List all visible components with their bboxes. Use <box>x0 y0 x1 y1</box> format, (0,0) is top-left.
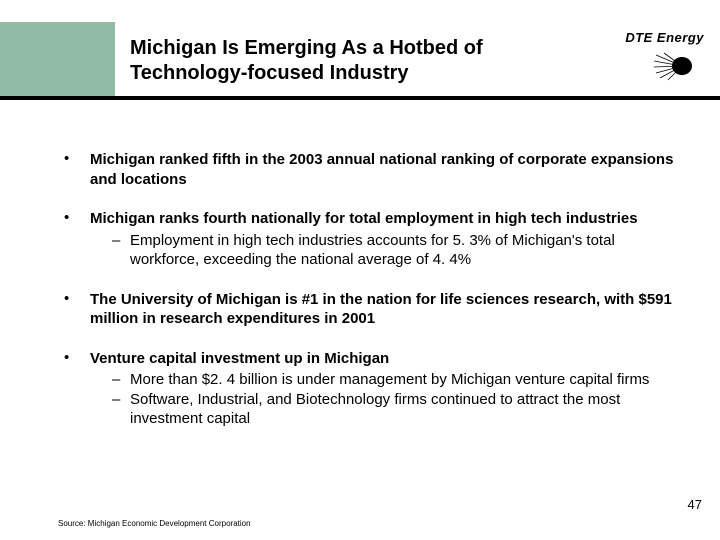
logo-burst-icon <box>654 51 694 81</box>
bullet-main: Michigan ranks fourth nationally for tot… <box>90 210 638 227</box>
logo-text: DTE Energy <box>584 30 704 45</box>
page-number: 47 <box>688 497 702 512</box>
sub-list: – Employment in high tech industries acc… <box>90 231 678 270</box>
bullet-marker: • <box>58 150 90 189</box>
dte-logo: DTE Energy <box>584 30 704 86</box>
content-area: • Michigan ranked fifth in the 2003 annu… <box>58 150 678 449</box>
bullet-text: Venture capital investment up in Michiga… <box>90 349 678 429</box>
bullet-text: The University of Michigan is #1 in the … <box>90 290 678 329</box>
source-citation: Source: Michigan Economic Development Co… <box>58 519 251 528</box>
slide-title: Michigan Is Emerging As a Hotbed of Tech… <box>130 36 560 86</box>
sub-text: Software, Industrial, and Biotechnology … <box>130 390 678 429</box>
sub-list: – More than $2. 4 billion is under manag… <box>90 370 678 429</box>
sub-dash: – <box>112 370 130 390</box>
sub-dash: – <box>112 231 130 270</box>
bullet-marker: • <box>58 349 90 429</box>
bullet-marker: • <box>58 209 90 270</box>
bullet-item: • Michigan ranked fifth in the 2003 annu… <box>58 150 678 189</box>
header-rule <box>0 96 720 100</box>
slide-header: Michigan Is Emerging As a Hotbed of Tech… <box>0 0 720 100</box>
bullet-text: Michigan ranks fourth nationally for tot… <box>90 209 678 270</box>
sub-item: – Software, Industrial, and Biotechnolog… <box>90 390 678 429</box>
bullet-item: • Michigan ranks fourth nationally for t… <box>58 209 678 270</box>
sub-dash: – <box>112 390 130 429</box>
sub-item: – Employment in high tech industries acc… <box>90 231 678 270</box>
bullet-item: • Venture capital investment up in Michi… <box>58 349 678 429</box>
sub-text: Employment in high tech industries accou… <box>130 231 678 270</box>
bullet-text: Michigan ranked fifth in the 2003 annual… <box>90 150 678 189</box>
accent-box <box>0 22 115 96</box>
bullet-marker: • <box>58 290 90 329</box>
bullet-main: Venture capital investment up in Michiga… <box>90 350 389 367</box>
sub-item: – More than $2. 4 billion is under manag… <box>90 370 678 390</box>
bullet-item: • The University of Michigan is #1 in th… <box>58 290 678 329</box>
sub-text: More than $2. 4 billion is under managem… <box>130 370 649 390</box>
